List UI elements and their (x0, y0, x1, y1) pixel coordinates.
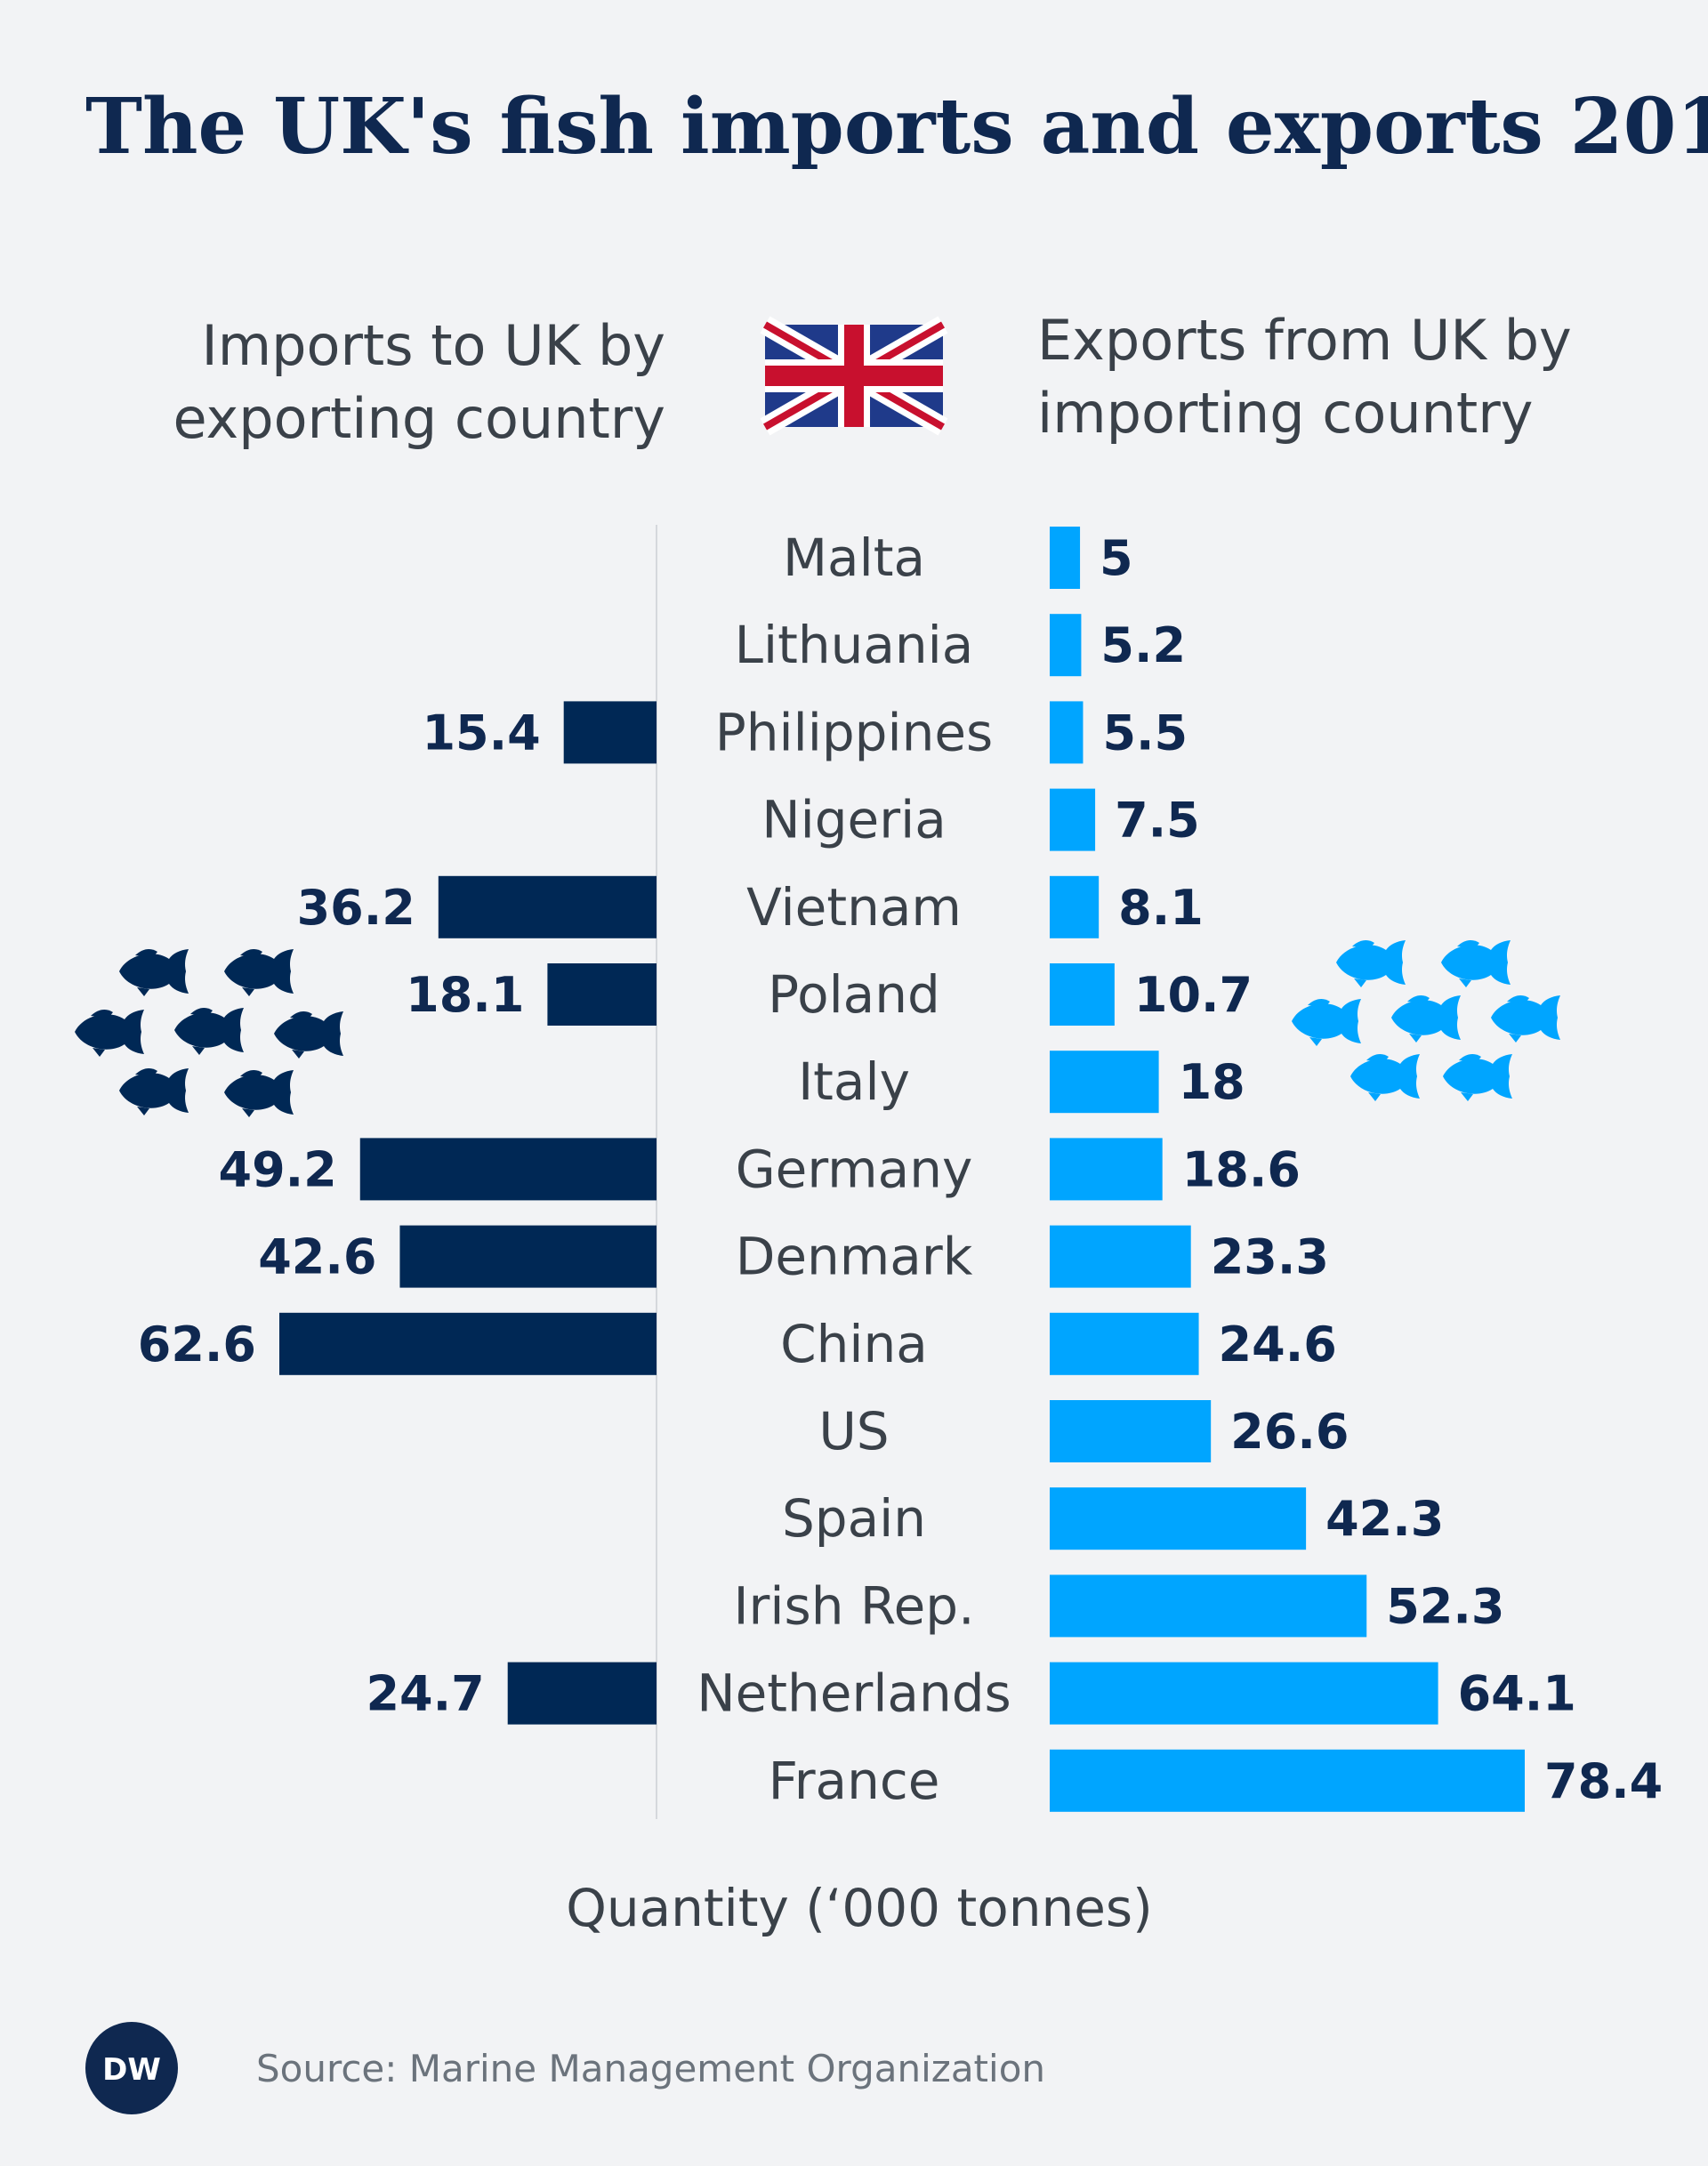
uk-flag-icon (760, 316, 948, 436)
export-value-nigeria: 7.5 (1115, 793, 1200, 849)
exports-header-line-1: Exports from UK by (1037, 308, 1572, 373)
chart-title: The UK's fish imports and exports 2018 (85, 82, 1708, 172)
x-axis-label: Quantity (‘000 tonnes) (566, 1878, 1153, 1938)
import-value-netherlands: 24.7 (366, 1666, 484, 1722)
import-bar-china (279, 1312, 657, 1375)
export-bar-denmark (1050, 1225, 1191, 1288)
category-label-philippines: Philippines (715, 702, 994, 762)
category-label-nigeria: Nigeria (761, 790, 947, 850)
import-value-germany: 49.2 (219, 1141, 337, 1197)
import-value-vietnam: 36.2 (297, 880, 415, 936)
export-value-poland: 10.7 (1134, 967, 1253, 1023)
import-bar-poland (547, 963, 657, 1026)
export-value-china: 24.6 (1219, 1317, 1337, 1373)
export-bar-france (1050, 1749, 1525, 1812)
fish-school-dark-icon (75, 948, 343, 1117)
source-note: Source: Marine Management Organization (256, 2047, 1045, 2090)
import-bar-vietnam (438, 875, 657, 938)
import-value-poland: 18.1 (406, 967, 524, 1023)
export-value-spain: 42.3 (1325, 1491, 1444, 1547)
export-value-irish-rep: 52.3 (1386, 1578, 1504, 1634)
import-value-denmark: 42.6 (258, 1229, 376, 1285)
category-label-china: China (780, 1314, 928, 1374)
import-bar-netherlands (507, 1662, 657, 1725)
imports-header-line-1: Imports to UK by (201, 313, 665, 378)
chart-rows: Malta 5 Lithuania 5.2 Philippines 15.4 5.5 Nige… (138, 527, 1663, 1812)
export-value-germany: 18.6 (1182, 1141, 1301, 1197)
category-label-vietnam: Vietnam (746, 877, 962, 938)
export-value-vietnam: 8.1 (1118, 880, 1204, 936)
category-label-germany: Germany (736, 1139, 973, 1199)
export-bar-philippines (1050, 701, 1084, 764)
import-bar-germany (359, 1138, 657, 1201)
category-label-spain: Spain (782, 1488, 926, 1549)
export-bar-nigeria (1050, 788, 1096, 851)
export-bar-lithuania (1050, 614, 1082, 677)
import-bar-philippines (563, 701, 657, 764)
export-bar-germany (1050, 1138, 1163, 1201)
export-value-us: 26.6 (1230, 1404, 1349, 1460)
import-value-china: 62.6 (138, 1317, 256, 1373)
fish-school-light-icon (1292, 939, 1560, 1101)
export-value-france: 78.4 (1544, 1753, 1663, 1809)
category-label-irish-rep: Irish Rep. (733, 1575, 974, 1636)
export-bar-poland (1050, 963, 1115, 1026)
export-value-denmark: 23.3 (1211, 1229, 1329, 1285)
import-bar-denmark (399, 1225, 657, 1288)
category-label-malta: Malta (783, 527, 925, 588)
exports-header-line-2: importing country (1037, 381, 1533, 446)
category-label-italy: Italy (798, 1051, 910, 1112)
export-value-philippines: 5.5 (1102, 705, 1188, 761)
export-bar-us (1050, 1400, 1212, 1462)
category-label-us: US (818, 1401, 889, 1461)
export-value-netherlands: 64.1 (1458, 1666, 1576, 1722)
export-bar-italy (1050, 1051, 1159, 1114)
export-value-lithuania: 5.2 (1100, 617, 1186, 673)
dw-logo: DW (85, 2022, 178, 2114)
category-label-denmark: Denmark (736, 1227, 973, 1287)
category-label-netherlands: Netherlands (697, 1663, 1011, 1724)
export-bar-irish-rep (1050, 1574, 1367, 1638)
export-bar-vietnam (1050, 875, 1100, 938)
export-bar-spain (1050, 1487, 1307, 1550)
export-bar-malta (1050, 527, 1081, 589)
category-label-lithuania: Lithuania (735, 615, 974, 675)
export-bar-china (1050, 1312, 1199, 1375)
dw-logo-text: DW (102, 2052, 161, 2088)
category-label-france: France (769, 1751, 940, 1811)
export-bar-netherlands (1050, 1662, 1438, 1725)
import-value-philippines: 15.4 (422, 705, 540, 761)
category-label-poland: Poland (768, 964, 940, 1025)
export-value-italy: 18 (1179, 1054, 1245, 1110)
imports-header-line-2: exporting country (173, 386, 665, 451)
export-value-malta: 5 (1100, 530, 1133, 586)
